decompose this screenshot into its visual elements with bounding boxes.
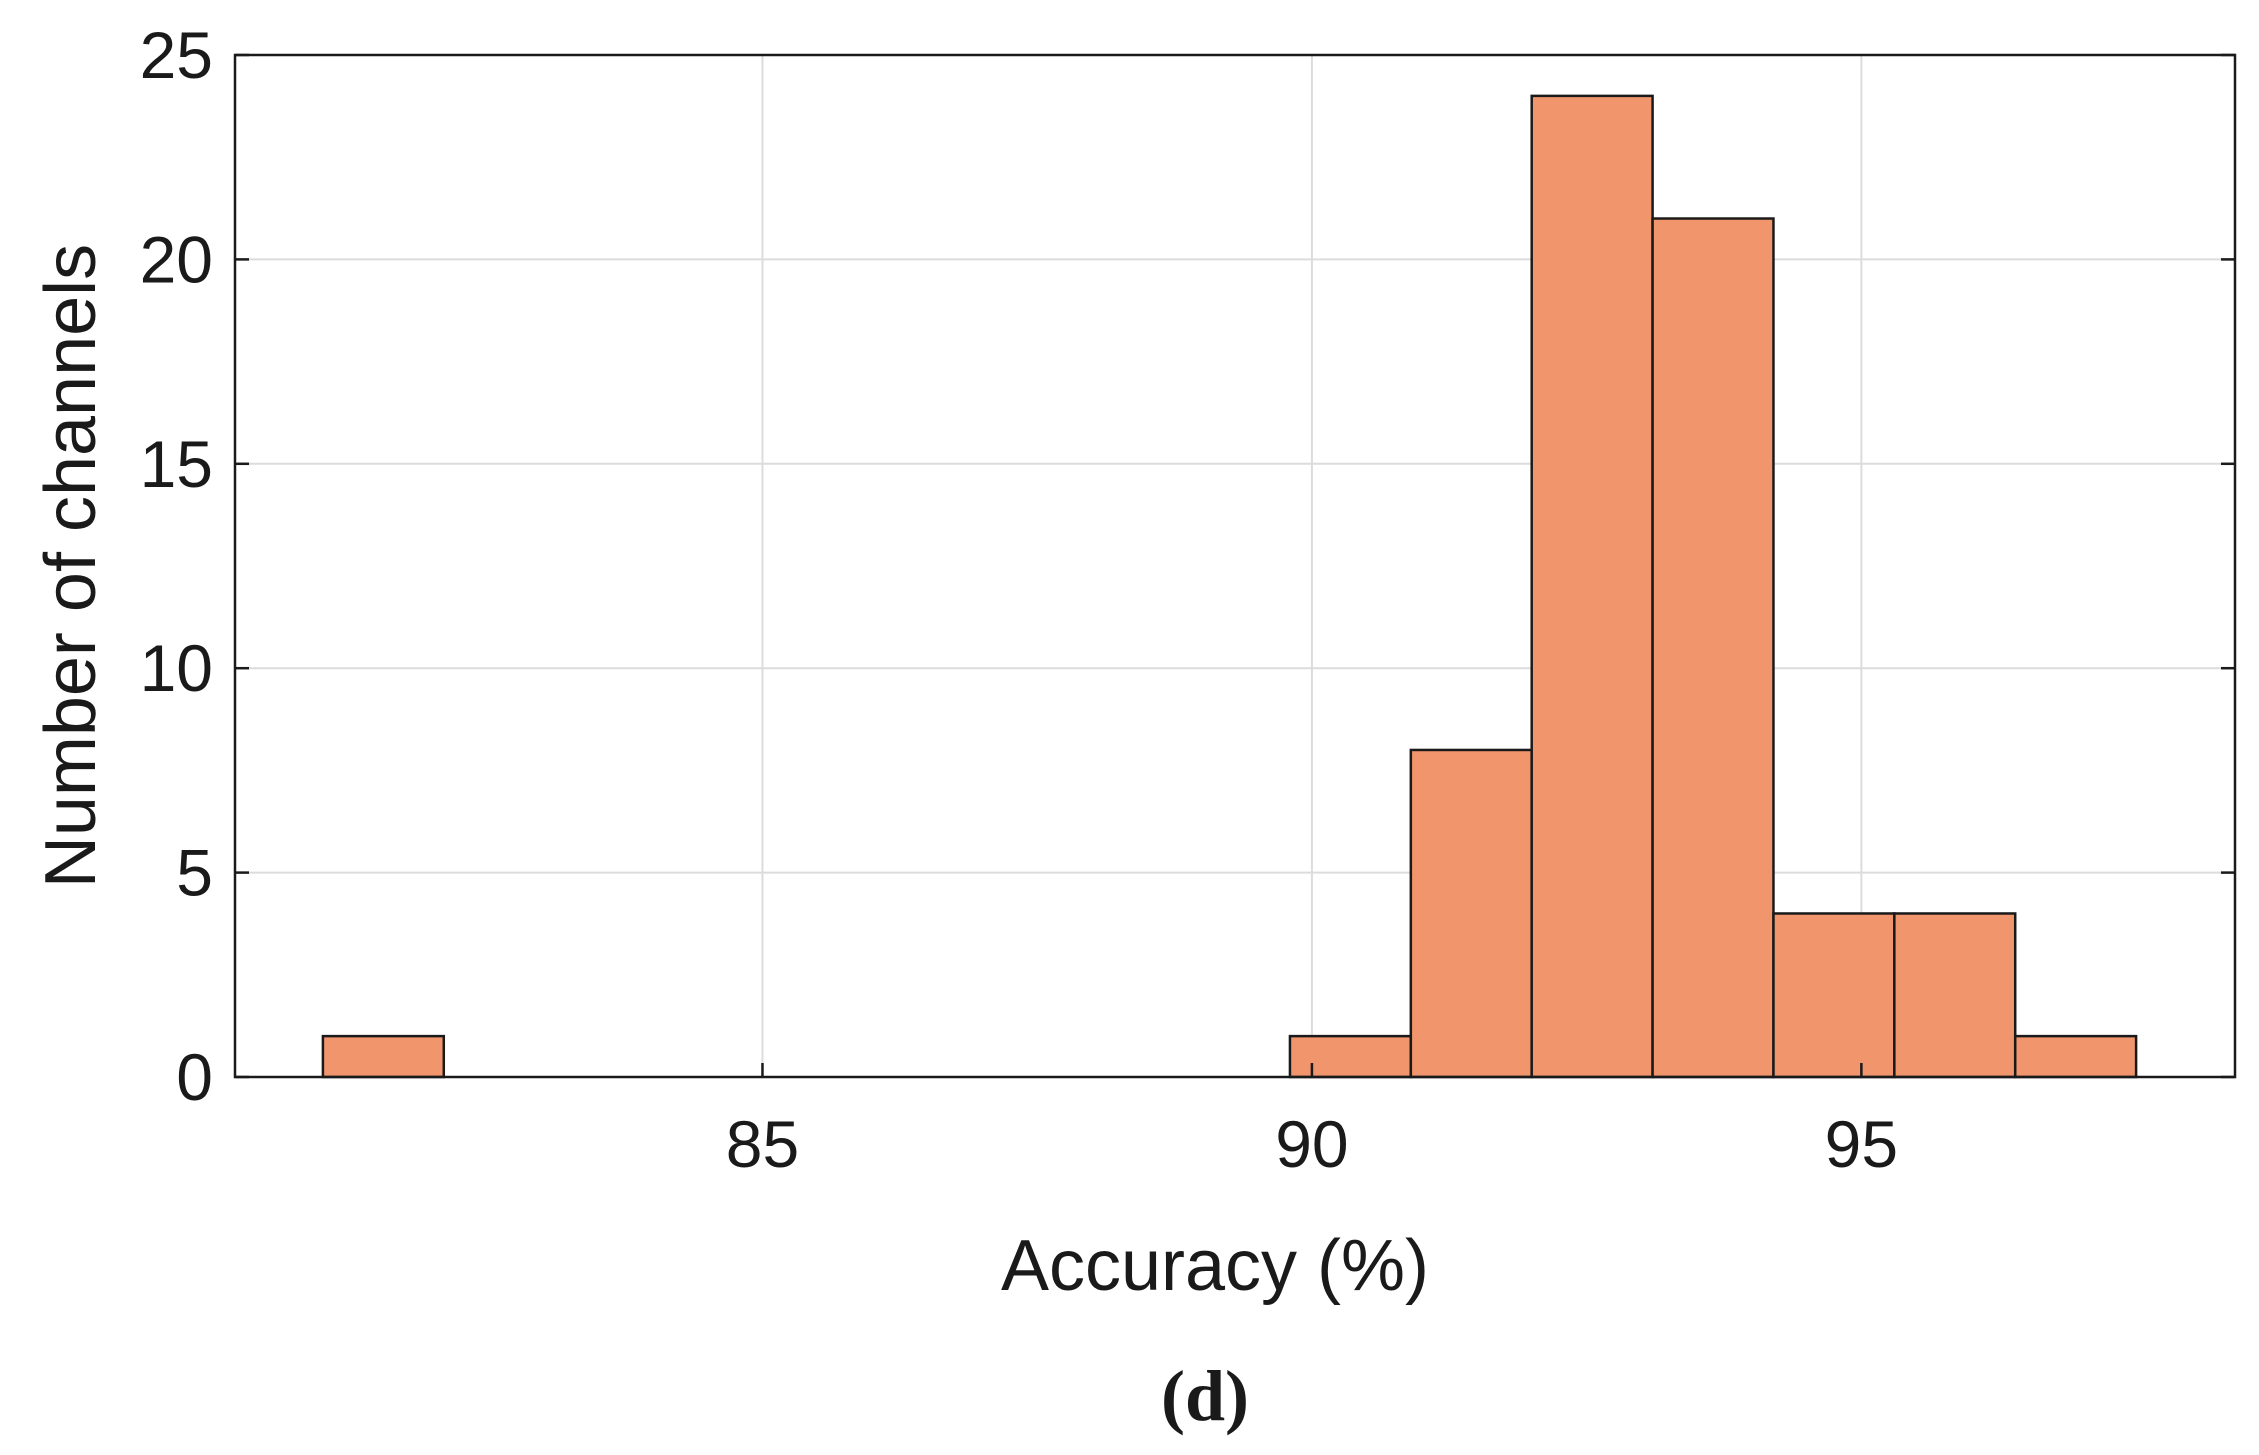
x-tick-label: 85 [726,1107,799,1181]
histogram-bar [1530,94,1654,1079]
plot-frame [233,53,2237,1079]
histogram-bar [2013,1034,2138,1079]
histogram-bar [1409,748,1533,1079]
y-tick-label: 0 [176,1040,213,1114]
y-axis-label: Number of channels [31,244,111,888]
tick-labels: 85 90 95 0 5 10 15 20 25 [140,18,2235,1181]
y-tick-label: 15 [140,427,213,501]
histogram-bar [1651,217,1775,1079]
grid-lines [235,55,2235,1077]
x-tick-label: 90 [1275,1107,1348,1181]
histogram-bar [1893,912,2017,1079]
y-tick-label: 25 [140,18,213,92]
histogram-bar [1288,1034,1413,1079]
x-axis-label: Accuracy (%) [1001,1226,1429,1306]
y-tick-label: 5 [176,836,213,910]
x-tick-label: 95 [1825,1107,1898,1181]
panel-label: (d) [1161,1356,1249,1436]
histogram-bar [321,1034,446,1079]
histogram-bar [1772,912,1896,1079]
y-tick-label: 20 [140,222,213,296]
histogram-bars [321,94,2138,1079]
y-tick-label: 10 [140,631,213,705]
